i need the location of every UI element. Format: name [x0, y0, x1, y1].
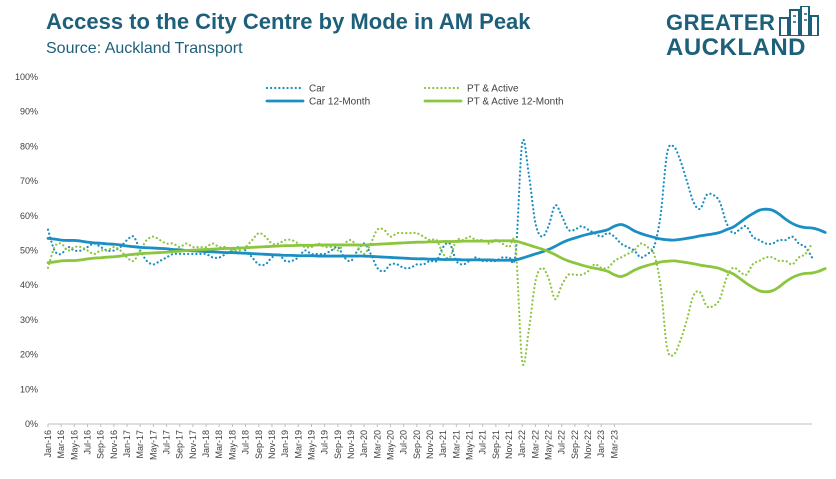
- y-tick-label: 80%: [20, 141, 38, 151]
- x-tick-label: Mar-16: [56, 430, 66, 459]
- legend-label: PT & Active 12-Month: [467, 97, 564, 108]
- y-tick-label: 90%: [20, 107, 38, 117]
- legend-label: Car: [309, 84, 326, 95]
- page-title: Access to the City Centre by Mode in AM …: [46, 9, 531, 34]
- x-tick-label: May-21: [465, 430, 475, 460]
- x-tick-label: Jul-21: [478, 430, 488, 455]
- city-skyline-icon: [779, 6, 819, 36]
- x-tick-label: Jul-17: [162, 430, 172, 455]
- x-tick-label: Nov-18: [267, 430, 277, 459]
- logo-line-1: GREATER: [666, 10, 776, 35]
- x-tick-label: Jul-20: [399, 430, 409, 455]
- x-tick-label: Jul-18: [241, 430, 251, 455]
- page-subtitle: Source: Auckland Transport: [46, 40, 243, 57]
- legend-item-car: Car: [265, 84, 326, 95]
- greater-auckland-logo: GREATER AUCKLAND: [666, 6, 824, 62]
- x-tick-label: Jul-22: [557, 430, 567, 455]
- x-tick-label: May-16: [69, 430, 79, 460]
- logo-line-2: AUCKLAND: [666, 34, 806, 61]
- x-tick-label: Mar-19: [293, 430, 303, 459]
- x-tick-label: Jul-19: [320, 430, 330, 455]
- y-tick-label: 10%: [20, 384, 38, 394]
- x-tick-label: Sep-22: [570, 430, 580, 459]
- x-tick-label: Sep-18: [254, 430, 264, 459]
- y-tick-label: 0%: [25, 419, 38, 429]
- x-tick-label: Sep-19: [333, 430, 343, 459]
- x-tick-label: Jan-23: [596, 430, 606, 458]
- x-tick-label: Jan-16: [43, 430, 53, 458]
- x-tick-label: Mar-22: [530, 430, 540, 459]
- x-tick-label: May-18: [227, 430, 237, 460]
- x-tick-label: May-20: [385, 430, 395, 460]
- x-tick-label: Sep-17: [175, 430, 185, 459]
- x-tick-label: Jan-22: [517, 430, 527, 458]
- series-line-pt-and-active-12-month: [46, 239, 827, 294]
- y-tick-label: 60%: [20, 211, 38, 221]
- y-tick-label: 40%: [20, 280, 38, 290]
- x-tick-label: May-19: [306, 430, 316, 460]
- x-tick-label: Nov-16: [109, 430, 119, 459]
- x-tick-label: Sep-21: [491, 430, 501, 459]
- chart-axes: 0%10%20%30%40%50%60%70%80%90%100%Jan-16 M…: [15, 72, 812, 460]
- legend-label: PT & Active: [467, 84, 519, 95]
- x-tick-label: Sep-20: [412, 430, 422, 459]
- chart-legend: Car PT & Active Car 12-Month PT & Active 12…: [265, 84, 564, 108]
- legend-item-pt-and-active-12-month: PT & Active 12-Month: [423, 97, 564, 108]
- x-tick-label: May-22: [544, 430, 554, 460]
- legend-item-car-12-month: Car 12-Month: [265, 97, 370, 108]
- series-line-car: [46, 138, 814, 273]
- x-tick-label: Jul-16: [83, 430, 93, 455]
- x-tick-label: Nov-22: [583, 430, 593, 459]
- y-tick-label: 30%: [20, 315, 38, 325]
- y-tick-label: 20%: [20, 350, 38, 360]
- y-tick-label: 50%: [20, 246, 38, 256]
- x-tick-label: Mar-17: [135, 430, 145, 459]
- x-tick-label: Nov-17: [188, 430, 198, 459]
- x-tick-label: Jan-18: [201, 430, 211, 458]
- x-tick-label: Nov-20: [425, 430, 435, 459]
- legend-item-pt-and-active: PT & Active: [423, 84, 519, 95]
- x-tick-label: Sep-16: [96, 430, 106, 459]
- x-tick-label: Jan-19: [280, 430, 290, 458]
- x-tick-label: Jan-20: [359, 430, 369, 458]
- chart-series: [46, 138, 827, 366]
- series-line-pt-and-active: [46, 227, 814, 366]
- y-tick-label: 100%: [15, 72, 38, 82]
- x-tick-label: Jan-21: [438, 430, 448, 458]
- x-tick-label: Mar-23: [609, 430, 619, 459]
- x-tick-label: May-17: [148, 430, 158, 460]
- series-line-car-12-month: [46, 207, 827, 262]
- x-tick-label: Nov-21: [504, 430, 514, 459]
- y-tick-label: 70%: [20, 176, 38, 186]
- x-tick-label: Jan-17: [122, 430, 132, 458]
- x-tick-label: Mar-18: [214, 430, 224, 459]
- x-tick-label: Nov-19: [346, 430, 356, 459]
- x-tick-label: Mar-20: [372, 430, 382, 459]
- legend-label: Car 12-Month: [309, 97, 370, 108]
- x-tick-label: Mar-21: [451, 430, 461, 459]
